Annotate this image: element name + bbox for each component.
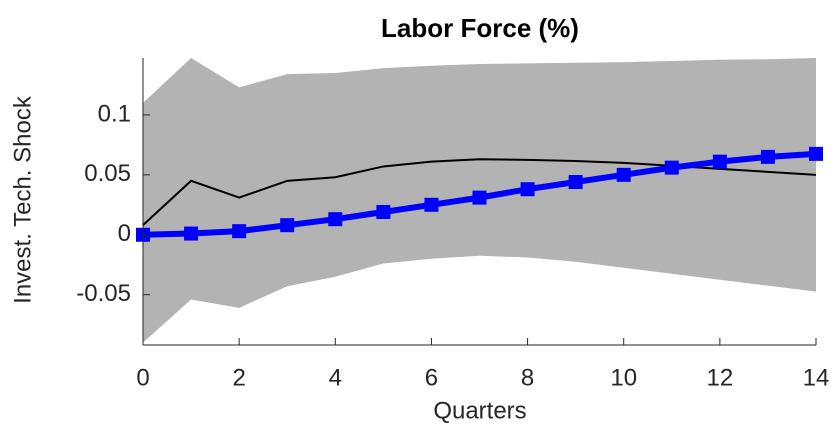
marker (376, 204, 391, 219)
marker (760, 149, 775, 164)
y-tick-label: 0.05 (84, 160, 131, 187)
marker (568, 175, 583, 190)
chart-title: Labor Force (%) (381, 13, 579, 43)
marker (472, 190, 487, 205)
x-tick-label: 8 (521, 364, 534, 391)
marker (280, 218, 295, 233)
x-axis-label: Quarters (433, 397, 526, 424)
marker (809, 146, 823, 161)
marker (712, 154, 727, 169)
marker (328, 212, 343, 227)
x-tick-label: 14 (803, 364, 830, 391)
x-tick-label: 6 (425, 364, 438, 391)
marker (664, 160, 679, 175)
marker (232, 224, 247, 239)
y-tick-label: -0.05 (76, 280, 131, 307)
x-tick-label: 4 (329, 364, 342, 391)
y-axis-label: Invest. Tech. Shock (9, 95, 36, 304)
x-tick-label: 0 (136, 364, 149, 391)
marker (616, 167, 631, 182)
marker (184, 226, 199, 241)
marker (520, 182, 535, 197)
y-tick-label: 0.1 (98, 100, 131, 127)
x-tick-label: 2 (232, 364, 245, 391)
marker (424, 197, 439, 212)
y-tick-label: 0 (118, 220, 131, 247)
series-line (142, 158, 817, 226)
x-tick-label: 10 (610, 364, 637, 391)
x-tick-label: 12 (707, 364, 734, 391)
